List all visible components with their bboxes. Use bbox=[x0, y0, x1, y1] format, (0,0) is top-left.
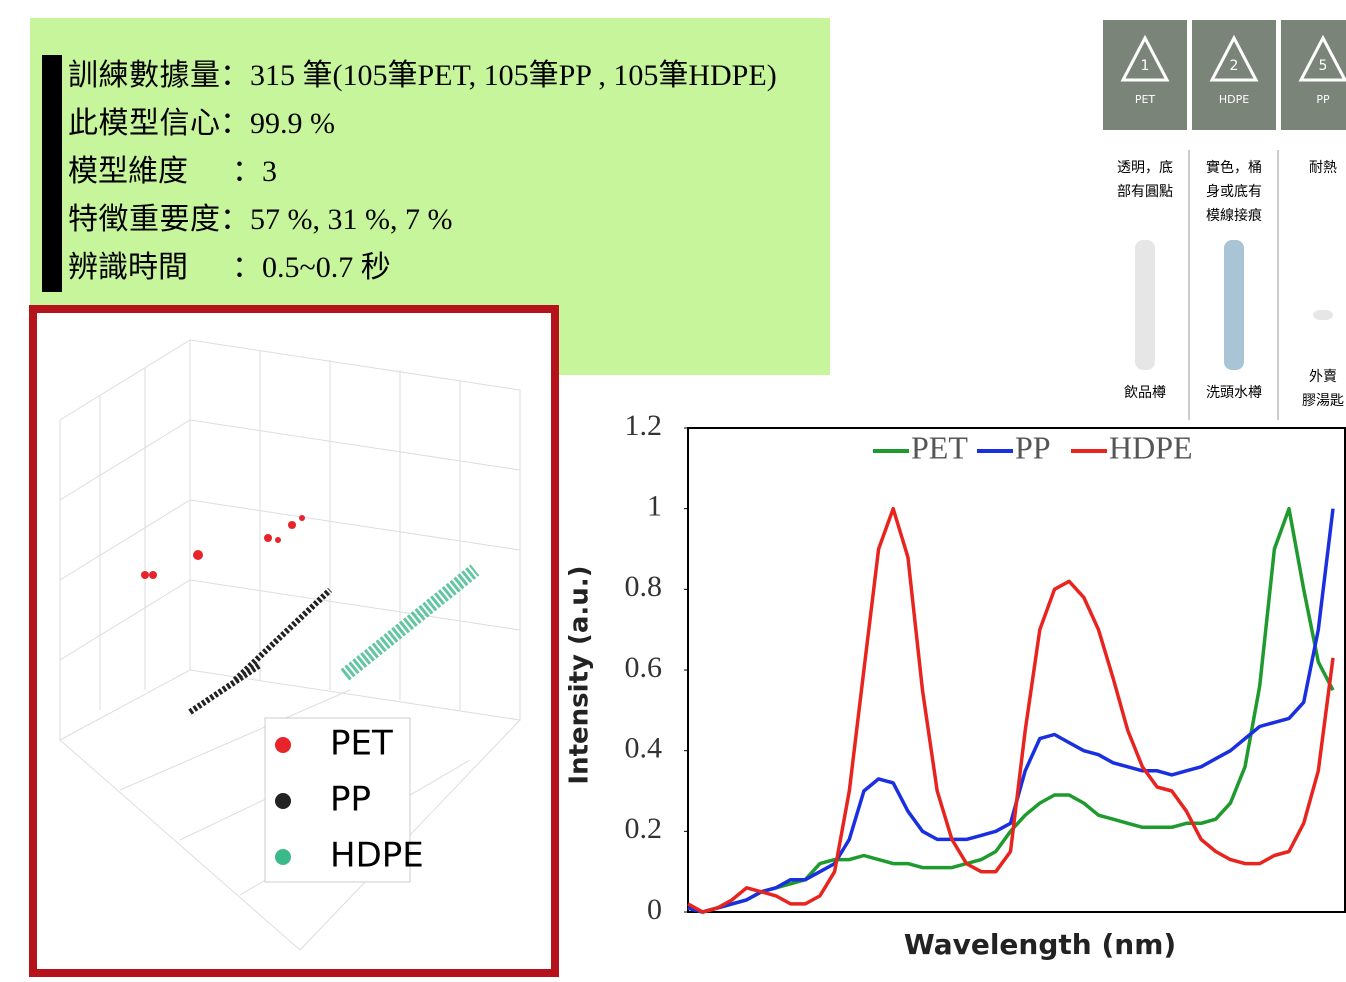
y-tick-label: 0.6 bbox=[625, 651, 663, 684]
recycling-desc: 實色，桶 bbox=[1206, 159, 1262, 176]
y-tick-label: 1.2 bbox=[625, 409, 663, 442]
recycling-icon-box bbox=[1281, 20, 1346, 130]
info-label: 訓練數據量 bbox=[68, 59, 220, 92]
legend-label: PET bbox=[330, 724, 393, 764]
legend-label: PP bbox=[1015, 429, 1051, 465]
recycling-name: PET bbox=[1135, 93, 1156, 106]
y-axis-label: Intensity (a.u.) bbox=[565, 565, 595, 784]
recycling-example: 膠湯匙 bbox=[1302, 392, 1344, 409]
recycling-desc: 耐熱 bbox=[1309, 160, 1337, 176]
y-tick-label: 1 bbox=[647, 490, 662, 523]
legend-label: HDPE bbox=[330, 836, 424, 876]
recycling-product bbox=[1224, 240, 1244, 370]
legend-marker bbox=[275, 737, 291, 753]
info-label: 特徵重要度 bbox=[68, 203, 220, 236]
recycling-code: 5 bbox=[1319, 58, 1328, 74]
info-value: ：315 筆(105筆PET, 105筆PP , 105筆HDPE) bbox=[220, 59, 777, 92]
info-value: ：99.9 % bbox=[220, 107, 335, 140]
info-box: 訓練數據量 ：315 筆(105筆PET, 105筆PP , 105筆HDPE)此… bbox=[68, 59, 777, 284]
recycling-name: HDPE bbox=[1219, 93, 1249, 106]
legend-label: HDPE bbox=[1109, 429, 1193, 465]
series-line bbox=[687, 506, 1335, 914]
line-chart: 0 0.2 0.4 0.6 0.8 1 1.2 PET PP HDPE Wavelength (nm… bbox=[565, 409, 1346, 961]
recycling-product bbox=[1313, 310, 1333, 320]
recycling-desc: 部有圓點 bbox=[1117, 184, 1173, 200]
y-tick-label: 0.2 bbox=[625, 812, 663, 845]
recycling-example: 洗頭水樽 bbox=[1206, 384, 1262, 401]
recycling-code: 1 bbox=[1141, 58, 1150, 74]
recycling-example: 外賣 bbox=[1309, 369, 1337, 385]
scatter-clusters bbox=[141, 515, 480, 715]
series-line bbox=[687, 508, 1335, 914]
info-value: ：0.5~0.7 秒 bbox=[232, 251, 391, 284]
series-line bbox=[687, 506, 1335, 914]
recycling-code: 2 bbox=[1230, 58, 1239, 74]
legend-label: PET bbox=[911, 429, 968, 465]
recycling-product bbox=[1135, 240, 1155, 370]
recycling-desc: 透明，底 bbox=[1117, 160, 1173, 176]
recycling-triangle bbox=[1298, 34, 1346, 82]
y-tick-label: 0.8 bbox=[625, 570, 663, 603]
y-tick-label: 0.4 bbox=[625, 732, 663, 765]
info-bar bbox=[42, 55, 62, 292]
recycling-example: 飲品樽 bbox=[1124, 384, 1166, 401]
x-axis-label: Wavelength (nm) bbox=[904, 928, 1176, 961]
y-tick-label: 0 bbox=[647, 893, 662, 926]
info-label: 辨識時間 bbox=[68, 251, 188, 284]
recycling-triangle bbox=[1120, 34, 1170, 82]
info-label: 此模型信心 bbox=[68, 107, 220, 140]
recycling-name: PP bbox=[1316, 93, 1330, 106]
legend-label: PP bbox=[330, 780, 371, 820]
recycling-triangle bbox=[1209, 34, 1259, 82]
scatter-legend: PET PP HDPE bbox=[275, 724, 424, 876]
legend-marker bbox=[275, 793, 291, 809]
plot-frame bbox=[687, 427, 1346, 913]
recycling-desc: 模線接痕 bbox=[1206, 207, 1262, 224]
legend-marker bbox=[275, 849, 291, 865]
info-label: 模型維度 bbox=[68, 155, 188, 188]
info-value: ：3 bbox=[232, 155, 277, 188]
info-value: ：57 %, 31 %, 7 % bbox=[220, 203, 452, 236]
recycling-desc: 身或底有 bbox=[1206, 184, 1262, 200]
